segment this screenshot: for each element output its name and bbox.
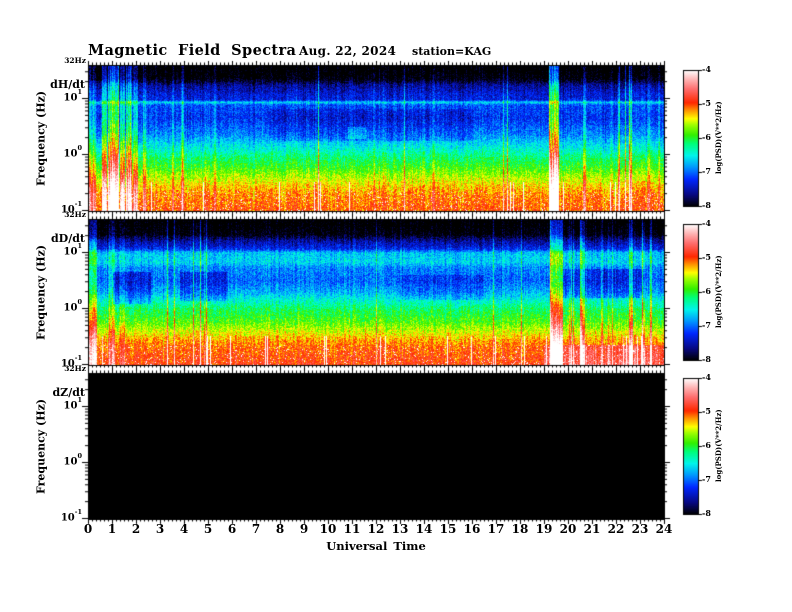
sample-rate-label: 32Hz: [64, 210, 86, 219]
colorbar-axis-label: log(PSD)(V**2/Hz): [714, 255, 723, 329]
y-tick-label: 101: [63, 395, 82, 412]
x-tick-label: 19: [535, 522, 553, 536]
y-axis-label: Frequency (Hz): [34, 398, 48, 494]
colorbar-tick-label: -4: [702, 372, 711, 382]
y-axis-label: Frequency (Hz): [34, 90, 48, 186]
x-tick-label: 21: [583, 522, 601, 536]
sample-rate-label: 32Hz: [64, 364, 86, 373]
x-axis-label: Universal Time: [326, 539, 426, 553]
colorbar-tick-label: -6: [702, 132, 711, 142]
x-tick-label: 24: [655, 522, 673, 536]
x-tick-label: 3: [155, 522, 165, 536]
y-tick-label: 10-1: [60, 199, 82, 216]
station-label: station=KAG: [412, 45, 492, 58]
x-tick-label: 1: [107, 522, 117, 536]
colorbar-tick-label: -8: [702, 508, 711, 518]
y-tick-label: 100: [63, 451, 82, 468]
x-tick-label: 9: [299, 522, 309, 536]
colorbar-tick-label: -7: [702, 166, 711, 176]
x-tick-label: 23: [631, 522, 649, 536]
x-tick-label: 6: [227, 522, 237, 536]
colorbar-tick-label: -8: [702, 354, 711, 364]
x-tick-label: 15: [439, 522, 457, 536]
x-tick-label: 13: [391, 522, 409, 536]
colorbar-tick-label: -6: [702, 286, 711, 296]
x-tick-label: 20: [559, 522, 577, 536]
x-tick-label: 22: [607, 522, 625, 536]
colorbar-axis-label: log(PSD)(V**2/Hz): [714, 101, 723, 175]
x-tick-label: 12: [367, 522, 385, 536]
panel-component-label: dH/dt: [50, 78, 85, 91]
y-tick-label: 100: [63, 143, 82, 160]
x-tick-label: 11: [343, 522, 361, 536]
y-tick-label: 10-1: [60, 353, 82, 370]
sample-rate-label: 32Hz: [64, 56, 86, 65]
colorbar-tick-label: -6: [702, 440, 711, 450]
y-tick-label: 10-1: [60, 507, 82, 524]
colorbar-tick-label: -7: [702, 320, 711, 330]
colorbar-axis-label: log(PSD)(V**2/Hz): [714, 409, 723, 483]
y-axis-label: Frequency (Hz): [34, 244, 48, 340]
x-tick-label: 4: [179, 522, 189, 536]
x-tick-label: 14: [415, 522, 433, 536]
x-tick-label: 10: [319, 522, 337, 536]
figure-title: Magnetic Field Spectra: [88, 42, 297, 59]
panel-component-label: dZ/dt: [52, 386, 85, 399]
x-tick-label: 8: [275, 522, 285, 536]
date-label: Aug. 22, 2024: [299, 44, 397, 58]
y-tick-label: 100: [63, 297, 82, 314]
colorbar-tick-label: -8: [702, 200, 711, 210]
x-tick-label: 5: [203, 522, 213, 536]
colorbar-tick-label: -4: [702, 64, 711, 74]
panel-component-label: dD/dt: [50, 232, 85, 245]
x-tick-label: 2: [131, 522, 141, 536]
x-tick-label: 16: [463, 522, 481, 536]
x-tick-label: 17: [487, 522, 505, 536]
colorbar-tick-label: -5: [702, 406, 711, 416]
colorbar-tick-label: -4: [702, 218, 711, 228]
x-tick-label: 7: [251, 522, 261, 536]
y-tick-label: 101: [63, 87, 82, 104]
colorbar-tick-label: -5: [702, 252, 711, 262]
x-tick-label: 0: [83, 522, 93, 536]
colorbar-tick-label: -5: [702, 98, 711, 108]
colorbar-tick-label: -7: [702, 474, 711, 484]
x-tick-label: 18: [511, 522, 529, 536]
y-tick-label: 101: [63, 241, 82, 258]
